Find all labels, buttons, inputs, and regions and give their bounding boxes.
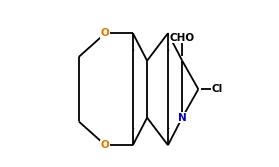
Text: CHO: CHO: [170, 33, 195, 43]
Text: O: O: [101, 28, 110, 38]
Text: Cl: Cl: [211, 84, 223, 94]
Text: N: N: [178, 113, 187, 123]
Text: O: O: [101, 140, 110, 150]
